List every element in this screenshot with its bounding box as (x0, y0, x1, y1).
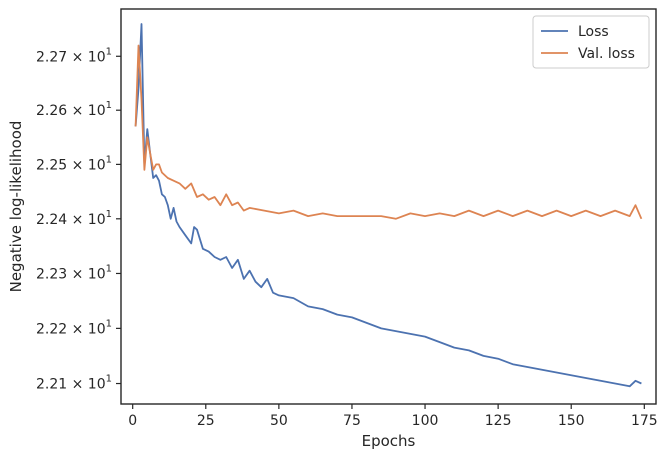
x-tick: 125 (485, 404, 512, 429)
x-tick-label: 25 (197, 413, 215, 429)
y-tick: 2.27 × 101 (36, 46, 121, 65)
x-tick-label: 125 (485, 413, 512, 429)
x-tick: 175 (631, 404, 658, 429)
y-tick-label: 2.22 × 101 (36, 318, 112, 337)
plot-area-frame (120, 8, 657, 405)
plot-series (134, 23, 643, 388)
y-tick: 2.23 × 101 (36, 263, 121, 282)
x-axis-label: Epochs (362, 432, 416, 450)
x-tick-label: 0 (128, 413, 137, 429)
y-tick-label: 2.25 × 101 (36, 154, 112, 173)
y-tick-label: 2.21 × 101 (36, 374, 112, 393)
series-line-val-loss (134, 44, 643, 220)
x-tick-label: 75 (343, 413, 361, 429)
y-tick-label: 2.26 × 101 (36, 100, 112, 119)
y-tick: 2.22 × 101 (36, 318, 121, 337)
legend-label-val-loss: Val. loss (578, 46, 635, 62)
legend-box (532, 15, 650, 69)
y-tick: 2.24 × 101 (36, 209, 121, 228)
x-axis-ticks: 0 25 50 75 100 125 150 175 (128, 404, 658, 429)
x-tick-label: 50 (270, 413, 288, 429)
x-tick: 25 (197, 404, 215, 429)
y-axis-ticks: 2.21 × 101 2.22 × 101 2.23 × 101 2.24 × 101… (36, 46, 121, 393)
x-tick: 150 (558, 404, 585, 429)
x-tick: 50 (270, 404, 288, 429)
x-tick-label: 175 (631, 413, 658, 429)
legend: Loss Val. loss (532, 15, 650, 69)
y-tick-label: 2.23 × 101 (36, 263, 112, 282)
y-tick: 2.21 × 101 (36, 374, 121, 393)
y-tick: 2.25 × 101 (36, 154, 121, 173)
x-tick: 100 (412, 404, 439, 429)
x-tick: 0 (128, 404, 137, 429)
y-tick: 2.26 × 101 (36, 100, 121, 119)
x-tick: 75 (343, 404, 361, 429)
x-tick-label: 150 (558, 413, 585, 429)
legend-label-loss: Loss (578, 24, 609, 40)
y-axis-label: Negative log-likelihood (7, 121, 25, 293)
y-tick-label: 2.27 × 101 (36, 46, 112, 65)
series-line-loss (134, 23, 642, 388)
y-tick-label: 2.24 × 101 (36, 209, 112, 228)
x-tick-label: 100 (412, 413, 439, 429)
